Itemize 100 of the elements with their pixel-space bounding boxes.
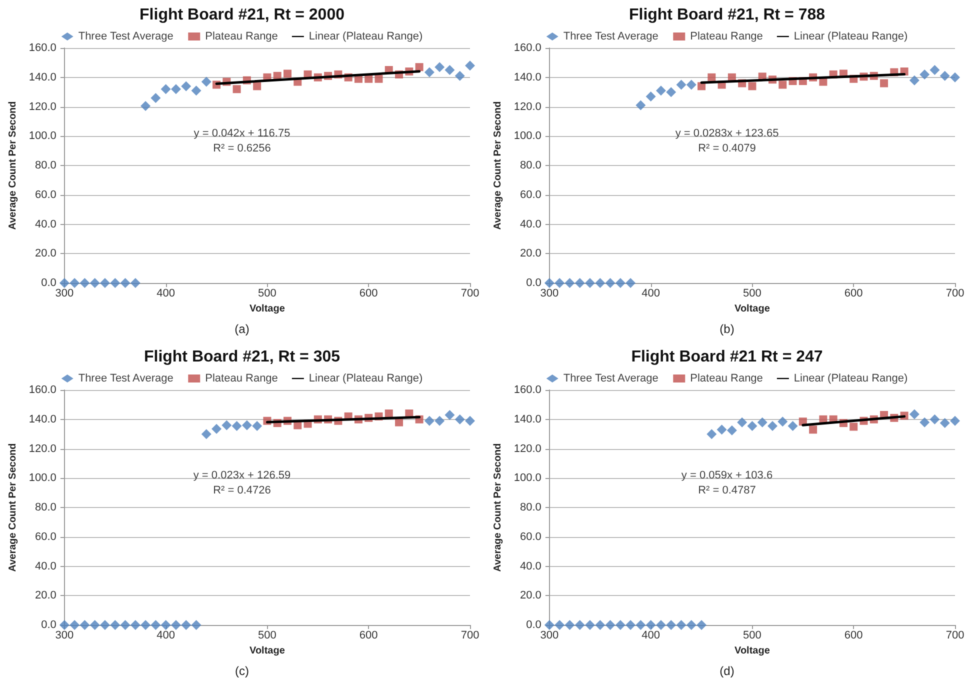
y-tick-label: 80.0: [520, 160, 542, 172]
point: [626, 278, 636, 288]
point: [150, 620, 161, 630]
x-tick-label: 400: [642, 630, 660, 642]
y-tick-label: 20.0: [35, 590, 56, 602]
y-tick-label: 160.0: [514, 384, 542, 396]
point: [90, 278, 100, 288]
point: [646, 620, 656, 630]
point: [222, 420, 232, 430]
x-tick-label: 600: [844, 288, 863, 300]
y-tick-label: 120.0: [28, 100, 56, 113]
point: [242, 420, 252, 430]
text: (c): [235, 664, 250, 678]
y-tick-label: 120.0: [514, 442, 542, 455]
y-tick-label: 140.0: [514, 413, 542, 426]
y-tick-label: 40.0: [520, 560, 542, 572]
y-tick-label: 0.0: [526, 619, 542, 631]
chart-title: Flight Board #21, Rt = 2000: [140, 6, 345, 24]
point: [110, 620, 120, 630]
point: [574, 278, 585, 288]
point: [778, 80, 787, 89]
point: [676, 620, 686, 630]
annotation: y = 0.059x + 103.6: [681, 470, 773, 482]
legend-label: Plateau Range: [690, 372, 763, 384]
y-axis-title: Average Count Per Second: [8, 101, 18, 230]
point: [59, 620, 70, 630]
legend-label: Three Test Average: [563, 30, 658, 42]
x-tick-label: 300: [55, 288, 74, 300]
point: [584, 278, 595, 288]
point: [110, 278, 120, 288]
point: [778, 416, 788, 427]
point: [465, 60, 475, 71]
y-tick-label: 140.0: [28, 71, 56, 84]
y-tick-label: 40.0: [35, 218, 56, 230]
legend-label: Plateau Range: [690, 30, 763, 42]
point: [757, 417, 768, 428]
point: [950, 416, 960, 426]
point: [252, 420, 262, 431]
point: [930, 414, 940, 424]
y-tick-label: 60.0: [520, 188, 542, 201]
x-tick-label: 700: [460, 288, 480, 300]
y-tick-label: 0.0: [41, 277, 56, 289]
point: [544, 620, 554, 630]
point: [100, 620, 110, 630]
point: [708, 73, 716, 82]
point: [191, 86, 202, 96]
point: [788, 420, 798, 431]
point: [384, 410, 393, 418]
point: [80, 620, 90, 630]
point: [232, 85, 241, 94]
x-axis-title: Voltage: [734, 645, 770, 656]
point: [595, 620, 606, 630]
legend-label: Linear (Plateau Range): [308, 30, 423, 42]
y-axis-title: Average Count Per Second: [8, 443, 18, 572]
point: [605, 620, 616, 630]
y-tick-label: 40.0: [35, 560, 56, 572]
point: [160, 620, 171, 630]
annotation: y = 0.023x + 126.59: [193, 470, 291, 482]
x-tick-label: 700: [946, 630, 964, 642]
x-tick-label: 500: [743, 630, 762, 642]
y-tick-label: 80.0: [35, 502, 56, 514]
point: [666, 87, 676, 98]
x-tick-label: 700: [946, 288, 964, 300]
point: [686, 80, 696, 90]
y-tick-label: 160.0: [514, 42, 542, 54]
annotation: y = 0.0283x + 123.65: [675, 128, 779, 140]
point: [140, 101, 151, 112]
x-axis-title: Voltage: [734, 303, 770, 314]
point: [574, 620, 585, 630]
y-tick-label: 140.0: [514, 71, 542, 84]
text: (a): [234, 322, 250, 336]
point: [201, 76, 212, 87]
legend-label: Plateau Range: [205, 372, 278, 384]
point: [434, 62, 445, 72]
point: [636, 100, 646, 110]
annotation: R² = 0.4726: [213, 484, 271, 496]
y-tick-label: 160.0: [28, 42, 56, 54]
point: [150, 92, 161, 103]
point: [415, 63, 424, 72]
x-tick-label: 400: [642, 288, 660, 300]
point: [160, 84, 171, 94]
point: [940, 418, 950, 428]
point: [950, 72, 960, 82]
point: [676, 80, 686, 90]
x-tick-label: 500: [258, 288, 276, 300]
point: [444, 410, 455, 420]
chart-title: Flight Board #21, Rt = 788: [628, 6, 826, 24]
text: (b): [720, 322, 734, 336]
legend-label: Linear (Plateau Range): [794, 372, 908, 384]
y-tick-label: 80.0: [35, 160, 56, 172]
point: [434, 416, 445, 426]
point: [80, 278, 90, 288]
y-tick-label: 20.0: [520, 590, 542, 602]
y-tick-label: 60.0: [520, 530, 542, 543]
legend-label: Three Test Average: [78, 372, 174, 384]
point: [454, 70, 465, 81]
text: (d): [720, 664, 734, 678]
y-tick-label: 20.0: [35, 248, 56, 260]
annotation: R² = 0.4079: [698, 142, 756, 154]
point: [59, 278, 70, 288]
